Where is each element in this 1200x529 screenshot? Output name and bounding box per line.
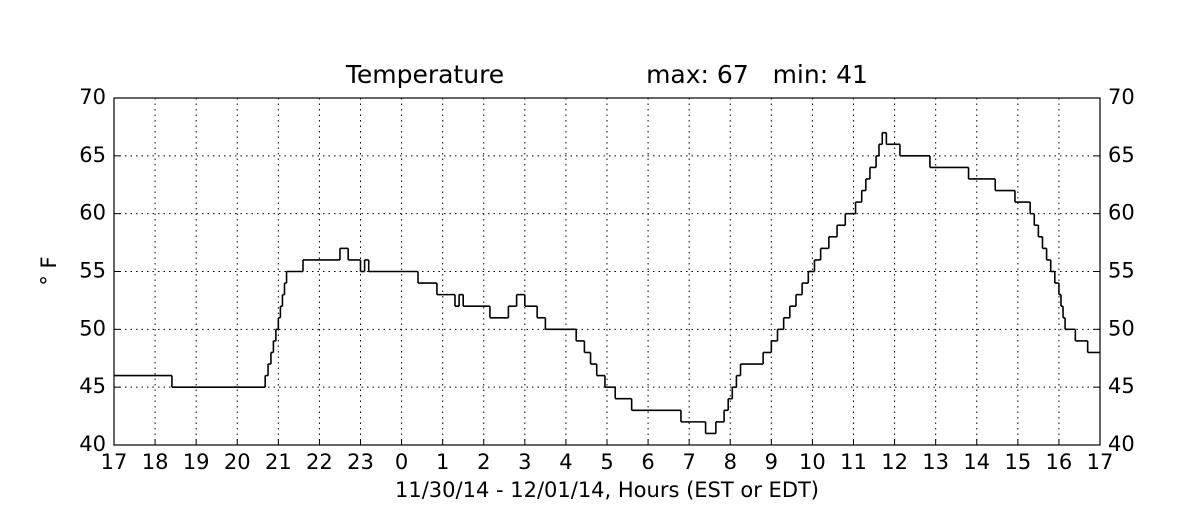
x-tick-label: 15 (1004, 450, 1031, 474)
x-tick-label: 17 (1087, 450, 1114, 474)
chart-title: Temperature (345, 60, 504, 89)
x-tick-label: 14 (963, 450, 990, 474)
x-tick-label: 6 (641, 450, 654, 474)
x-tick-label: 16 (1046, 450, 1073, 474)
x-tick-label: 23 (347, 450, 374, 474)
y2-tick-label: 70 (1108, 85, 1135, 109)
x-tick-label: 21 (265, 450, 292, 474)
x-tick-label: 19 (183, 450, 210, 474)
y-axis-label: ° F (37, 256, 61, 285)
x-tick-label: 5 (600, 450, 613, 474)
y-tick-label: 60 (79, 201, 106, 225)
y-tick-label: 40 (79, 432, 106, 456)
x-tick-label: 10 (799, 450, 826, 474)
x-tick-label: 18 (142, 450, 169, 474)
y-tick-label: 45 (79, 374, 106, 398)
y-tick-label: 70 (79, 85, 106, 109)
y2-tick-label: 60 (1108, 201, 1135, 225)
x-tick-label: 1 (436, 450, 449, 474)
plot-frame (113, 97, 1101, 446)
x-tick-label: 12 (881, 450, 908, 474)
y2-tick-label: 55 (1108, 259, 1135, 283)
x-tick-label: 8 (724, 450, 737, 474)
x-tick-label: 22 (306, 450, 333, 474)
x-tick-label: 17 (101, 450, 128, 474)
x-tick-label: 9 (765, 450, 778, 474)
y2-tick-label: 50 (1108, 316, 1135, 340)
x-axis-label: 11/30/14 - 12/01/14, Hours (EST or EDT) (395, 478, 819, 502)
x-tick-label: 7 (682, 450, 695, 474)
x-tick-label: 0 (395, 450, 408, 474)
x-tick-label: 20 (224, 450, 251, 474)
y2-tick-label: 65 (1108, 143, 1135, 167)
x-tick-label: 3 (518, 450, 531, 474)
y2-tick-label: 40 (1108, 432, 1135, 456)
x-tick-label: 2 (477, 450, 490, 474)
y-tick-label: 65 (79, 143, 106, 167)
y2-tick-label: 45 (1108, 374, 1135, 398)
y-tick-label: 55 (79, 259, 106, 283)
x-tick-label: 13 (922, 450, 949, 474)
y-tick-label: 50 (79, 316, 106, 340)
chart-subtitle: max: 67 min: 41 (646, 60, 868, 89)
x-tick-label: 11 (840, 450, 867, 474)
x-tick-label: 4 (559, 450, 572, 474)
